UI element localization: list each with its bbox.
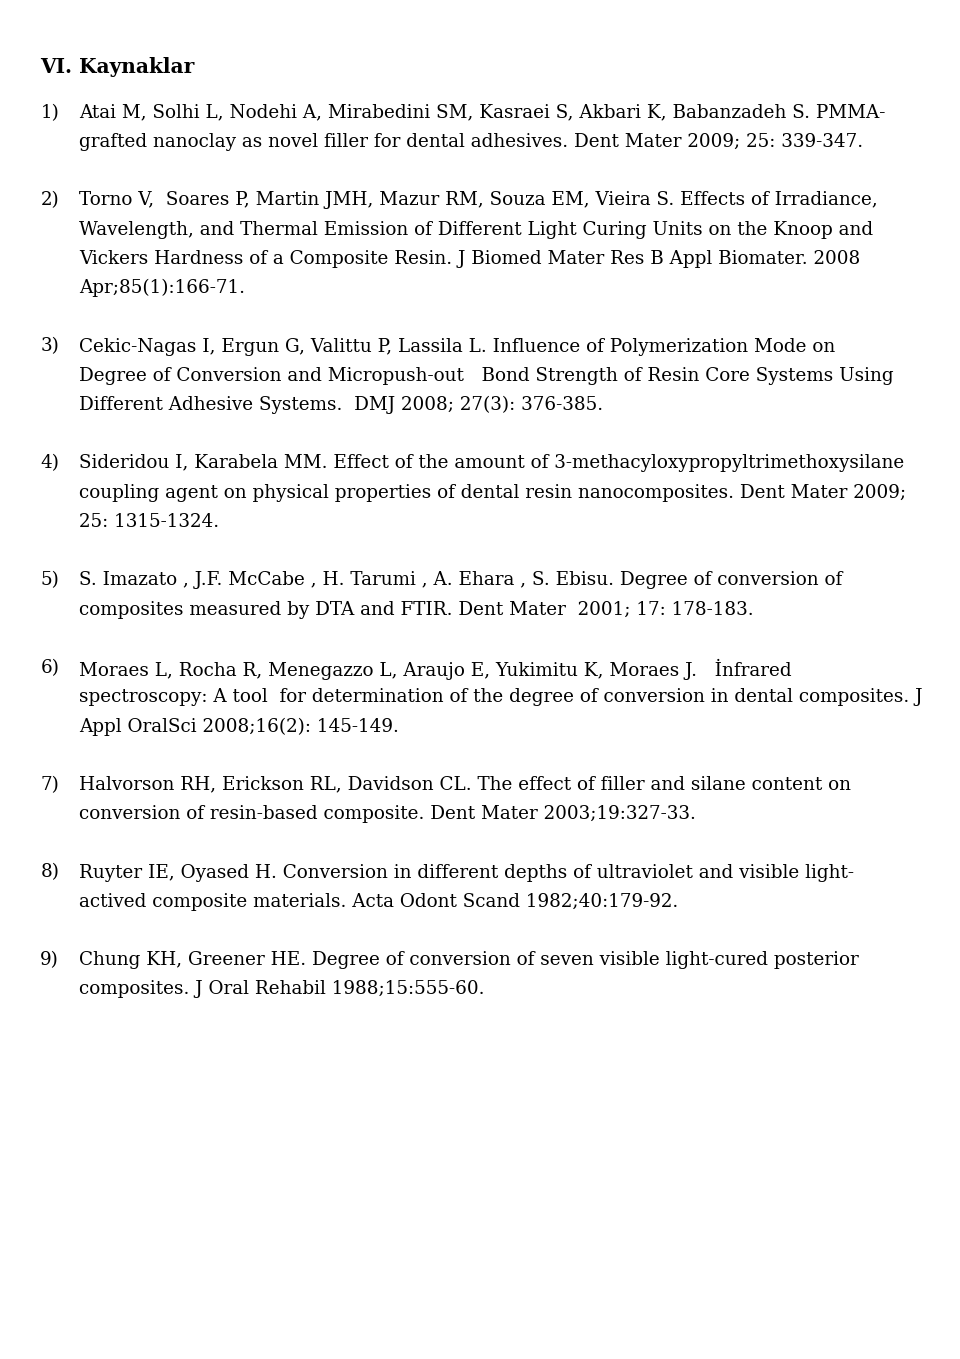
Text: 1): 1) (40, 103, 60, 122)
Text: composites. J Oral Rehabil 1988;15:555-60.: composites. J Oral Rehabil 1988;15:555-6… (79, 980, 484, 999)
Text: Chung KH, Greener HE. Degree of conversion of seven visible light-cured posterio: Chung KH, Greener HE. Degree of conversi… (79, 951, 858, 969)
Text: 7): 7) (40, 776, 60, 794)
Text: Torno V,  Soares P, Martin JMH, Mazur RM, Souza EM, Vieira S. Effects of Irradia: Torno V, Soares P, Martin JMH, Mazur RM,… (79, 192, 877, 209)
Text: 5): 5) (40, 571, 60, 590)
Text: 25: 1315-1324.: 25: 1315-1324. (79, 512, 219, 531)
Text: Sideridou I, Karabela MM. Effect of the amount of 3-methacyloxypropyltrimethoxys: Sideridou I, Karabela MM. Effect of the … (79, 454, 904, 473)
Text: Ruyter IE, Oyased H. Conversion in different depths of ultraviolet and visible l: Ruyter IE, Oyased H. Conversion in diffe… (79, 863, 853, 882)
Text: Apr;85(1):166-71.: Apr;85(1):166-71. (79, 279, 245, 298)
Text: coupling agent on physical properties of dental resin nanocomposites. Dent Mater: coupling agent on physical properties of… (79, 484, 906, 501)
Text: 2): 2) (40, 192, 60, 209)
Text: 6): 6) (40, 659, 60, 677)
Text: Vickers Hardness of a Composite Resin. J Biomed Mater Res B Appl Biomater. 2008: Vickers Hardness of a Composite Resin. J… (79, 250, 860, 268)
Text: Halvorson RH, Erickson RL, Davidson CL. The effect of filler and silane content : Halvorson RH, Erickson RL, Davidson CL. … (79, 776, 851, 794)
Text: Cekic-Nagas I, Ergun G, Valittu P, Lassila L. Influence of Polymerization Mode o: Cekic-Nagas I, Ergun G, Valittu P, Lassi… (79, 337, 835, 356)
Text: conversion of resin-based composite. Dent Mater 2003;19:327-33.: conversion of resin-based composite. Den… (79, 805, 696, 824)
Text: 8): 8) (40, 863, 60, 882)
Text: spectroscopy: A tool  for determination of the degree of conversion in dental co: spectroscopy: A tool for determination o… (79, 688, 923, 707)
Text: 4): 4) (40, 454, 60, 473)
Text: Atai M, Solhi L, Nodehi A, Mirabedini SM, Kasraei S, Akbari K, Babanzadeh S. PMM: Atai M, Solhi L, Nodehi A, Mirabedini SM… (79, 103, 885, 122)
Text: Appl OralSci 2008;16(2): 145-149.: Appl OralSci 2008;16(2): 145-149. (79, 718, 398, 735)
Text: Different Adhesive Systems.  DMJ 2008; 27(3): 376-385.: Different Adhesive Systems. DMJ 2008; 27… (79, 395, 603, 414)
Text: composites measured by DTA and FTIR. Dent Mater  2001; 17: 178-183.: composites measured by DTA and FTIR. Den… (79, 601, 754, 618)
Text: 9): 9) (40, 951, 60, 969)
Text: S. Imazato , J.F. McCabe , H. Tarumi , A. Ehara , S. Ebisu. Degree of conversion: S. Imazato , J.F. McCabe , H. Tarumi , A… (79, 571, 842, 590)
Text: VI. Kaynaklar: VI. Kaynaklar (40, 57, 195, 77)
Text: 3): 3) (40, 337, 60, 356)
Text: Wavelength, and Thermal Emission of Different Light Curing Units on the Knoop an: Wavelength, and Thermal Emission of Diff… (79, 220, 873, 239)
Text: Degree of Conversion and Micropush-out   Bond Strength of Resin Core Systems Usi: Degree of Conversion and Micropush-out B… (79, 367, 894, 385)
Text: actived composite materials. Acta Odont Scand 1982;40:179-92.: actived composite materials. Acta Odont … (79, 893, 678, 911)
Text: Moraes L, Rocha R, Menegazzo L, Araujo E, Yukimitu K, Moraes J.   İnfrared: Moraes L, Rocha R, Menegazzo L, Araujo E… (79, 659, 791, 680)
Text: grafted nanoclay as novel filler for dental adhesives. Dent Mater 2009; 25: 339-: grafted nanoclay as novel filler for den… (79, 133, 863, 151)
